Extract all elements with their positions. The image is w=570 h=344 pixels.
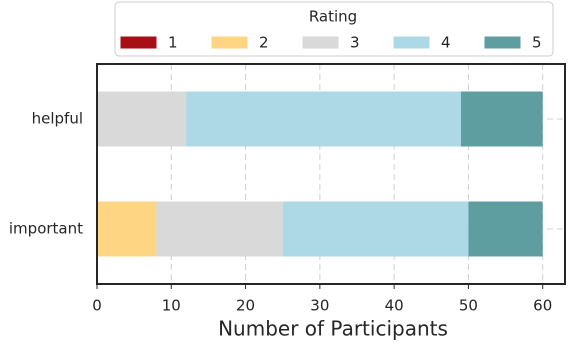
y-tick-label: important bbox=[9, 220, 83, 238]
plot-border bbox=[96, 63, 566, 285]
x-tick-label: 20 bbox=[236, 297, 255, 315]
legend-label: 4 bbox=[441, 34, 451, 52]
x-axis-label: Number of Participants bbox=[218, 317, 448, 341]
legend-swatch bbox=[301, 35, 340, 50]
x-tick-label: 40 bbox=[385, 297, 404, 315]
legend-label: 5 bbox=[532, 34, 542, 52]
legend-swatch bbox=[119, 35, 158, 50]
bar-segment bbox=[461, 91, 543, 147]
legend-swatch bbox=[392, 35, 431, 50]
bar-segment bbox=[156, 201, 283, 257]
legend-swatch bbox=[210, 35, 249, 50]
bar-segment bbox=[186, 91, 461, 147]
legend-label: 2 bbox=[259, 34, 269, 52]
bar-segment bbox=[97, 201, 157, 257]
plot bbox=[96, 64, 565, 284]
bar-segment bbox=[468, 201, 543, 257]
y-tick-label: helpful bbox=[32, 110, 83, 128]
legend-title: Rating bbox=[309, 8, 357, 26]
x-tick-label: 30 bbox=[310, 297, 329, 315]
x-tick-label: 10 bbox=[162, 297, 181, 315]
legend-swatch bbox=[483, 35, 522, 50]
legend-label: 3 bbox=[350, 34, 360, 52]
x-tick-label: 0 bbox=[92, 297, 102, 315]
bar-segment bbox=[97, 91, 187, 147]
x-tick-label: 60 bbox=[533, 297, 552, 315]
legend-label: 1 bbox=[168, 34, 178, 52]
bar-segment bbox=[282, 201, 469, 257]
x-tick-label: 50 bbox=[459, 297, 478, 315]
